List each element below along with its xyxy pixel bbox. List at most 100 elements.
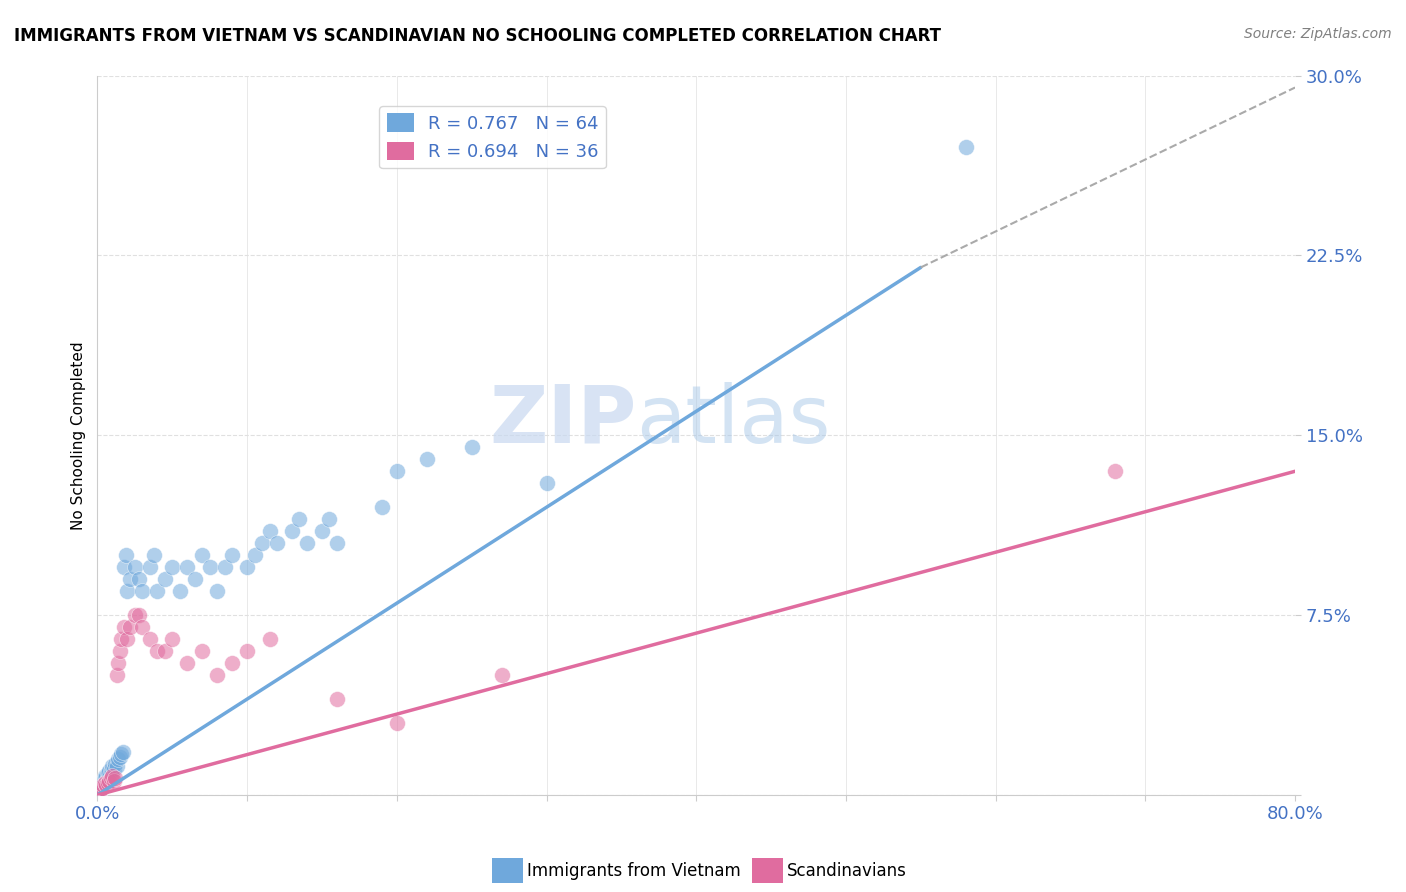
Point [259, 632, 281, 647]
Point [124, 608, 146, 623]
Point [169, 584, 191, 599]
Point [94, 772, 117, 786]
Point [101, 764, 124, 778]
Text: atlas: atlas [637, 382, 831, 460]
Point [143, 548, 166, 562]
Text: ZIP: ZIP [489, 382, 637, 460]
Point [124, 560, 146, 574]
Point [108, 644, 131, 658]
Point [108, 749, 131, 764]
Point [160, 632, 183, 647]
Point [112, 560, 135, 574]
Point [221, 548, 243, 562]
Point [250, 536, 273, 550]
Point [105, 668, 128, 682]
Point [236, 560, 259, 574]
Point [371, 500, 394, 515]
Point [416, 452, 439, 467]
Point [295, 536, 318, 550]
Point [97, 766, 120, 780]
Point [214, 560, 236, 574]
Text: Source: ZipAtlas.com: Source: ZipAtlas.com [1244, 27, 1392, 41]
Point [131, 620, 153, 634]
Text: Immigrants from Vietnam: Immigrants from Vietnam [527, 862, 741, 880]
Point [101, 769, 124, 783]
Point [96, 773, 118, 788]
Point [104, 756, 127, 771]
Point [107, 752, 129, 766]
Point [114, 548, 136, 562]
Point [97, 776, 120, 790]
Point [87, 786, 110, 800]
Text: Scandinavians: Scandinavians [787, 862, 907, 880]
Point [110, 747, 132, 762]
Point [104, 772, 127, 786]
Point [101, 759, 124, 773]
Point [100, 764, 122, 778]
Point [103, 762, 125, 776]
Point [205, 668, 228, 682]
Point [110, 632, 132, 647]
Point [91, 779, 114, 793]
Point [1104, 464, 1126, 478]
Point [128, 572, 150, 586]
Point [536, 476, 558, 491]
Point [91, 779, 114, 793]
Point [112, 620, 135, 634]
Text: IMMIGRANTS FROM VIETNAM VS SCANDINAVIAN NO SCHOOLING COMPLETED CORRELATION CHART: IMMIGRANTS FROM VIETNAM VS SCANDINAVIAN … [14, 27, 941, 45]
Point [128, 608, 150, 623]
Point [139, 560, 162, 574]
Point [107, 656, 129, 670]
Point [176, 656, 198, 670]
Point [117, 584, 139, 599]
Point [90, 780, 112, 795]
Point [259, 524, 281, 539]
Point [281, 524, 304, 539]
Point [94, 776, 117, 790]
Point [89, 780, 111, 795]
Point [98, 764, 121, 778]
Point [198, 560, 221, 574]
Point [221, 656, 243, 670]
Point [288, 512, 311, 526]
Point [183, 572, 205, 586]
Point [205, 584, 228, 599]
Point [105, 759, 128, 773]
Point [94, 776, 117, 790]
Point [146, 584, 169, 599]
Point [266, 536, 288, 550]
Point [385, 464, 408, 478]
Point [91, 773, 114, 788]
Point [89, 783, 111, 797]
Point [90, 780, 112, 795]
Point [100, 772, 122, 786]
Point [491, 668, 513, 682]
Point [117, 632, 139, 647]
Point [98, 769, 121, 783]
Point [103, 773, 125, 788]
Point [139, 632, 162, 647]
Point [131, 584, 153, 599]
Point [89, 783, 111, 797]
Point [90, 779, 112, 793]
Point [97, 772, 120, 786]
Point [318, 512, 340, 526]
Point [96, 769, 118, 783]
Point [153, 572, 176, 586]
Point [176, 560, 198, 574]
Point [153, 644, 176, 658]
Point [87, 786, 110, 800]
Point [96, 779, 118, 793]
Point [236, 644, 259, 658]
Point [385, 716, 408, 731]
Point [326, 536, 349, 550]
Point [191, 644, 214, 658]
Point [120, 620, 142, 634]
Point [111, 745, 134, 759]
Point [460, 440, 482, 454]
Point [94, 769, 117, 783]
Legend: R = 0.767   N = 64, R = 0.694   N = 36: R = 0.767 N = 64, R = 0.694 N = 36 [380, 106, 606, 169]
Point [90, 776, 112, 790]
Y-axis label: No Schooling Completed: No Schooling Completed [72, 341, 86, 530]
Point [955, 140, 977, 154]
